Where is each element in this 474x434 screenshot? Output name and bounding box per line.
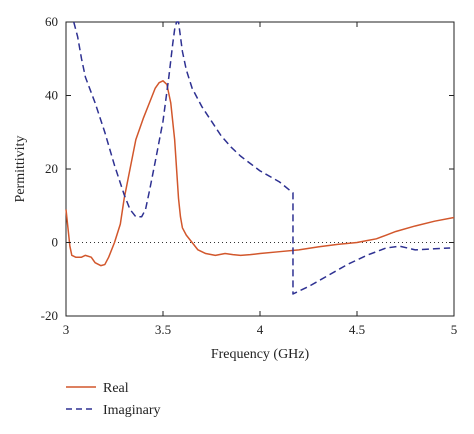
- y-tick-label: 0: [52, 235, 59, 250]
- legend-label-real: Real: [103, 381, 129, 396]
- x-tick-label: 3.5: [155, 322, 171, 337]
- y-tick-label: -20: [41, 308, 58, 323]
- x-tick-label: 3: [63, 322, 70, 337]
- y-tick-label: 60: [45, 14, 58, 29]
- x-tick-label: 4.5: [349, 322, 365, 337]
- series-line-imaginary: [73, 21, 451, 295]
- label-layer: Frequency (GHz) Permittivity: [13, 136, 310, 362]
- tick-layer: 3 3.5 4 4.5 5 -20 0 20 40 60: [41, 14, 458, 337]
- y-tick-label: 20: [45, 161, 58, 176]
- y-tick-label: 40: [45, 88, 58, 103]
- series-layer: [65, 21, 455, 295]
- legend-label-imaginary: Imaginary: [103, 403, 161, 418]
- legend: Real Imaginary: [66, 381, 161, 418]
- y-axis-label: Permittivity: [13, 136, 28, 203]
- x-tick-label: 4: [257, 322, 264, 337]
- x-tick-label: 5: [451, 322, 458, 337]
- x-axis-label: Frequency (GHz): [211, 347, 310, 362]
- series-line-real: [65, 80, 455, 267]
- plot-area-frame: [65, 21, 455, 317]
